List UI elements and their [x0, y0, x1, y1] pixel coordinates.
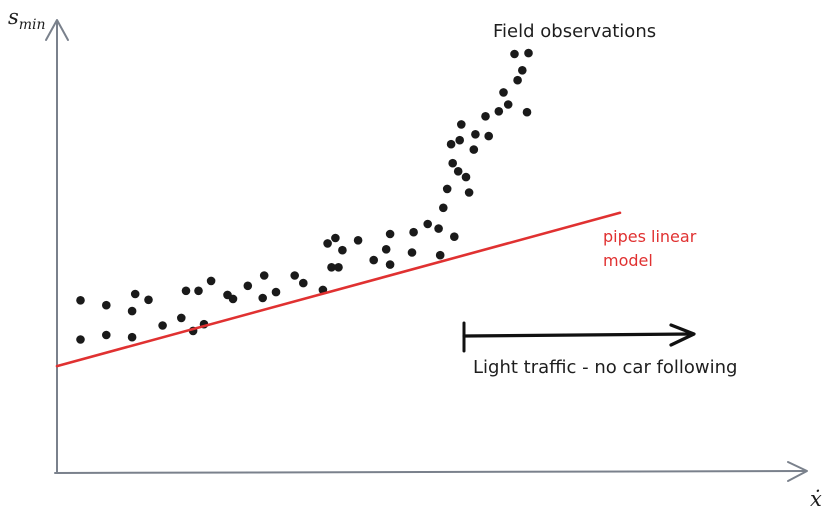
- observation-point: [469, 145, 479, 154]
- observation-point: [334, 263, 343, 272]
- observation-point: [271, 287, 281, 297]
- x-axis-label: ẋ: [810, 487, 822, 511]
- observation-point: [481, 112, 490, 121]
- observation-point: [258, 293, 268, 303]
- observation-point: [423, 219, 433, 229]
- observation-point: [448, 158, 458, 168]
- y-axis-arrowhead: [45, 19, 69, 41]
- observation-point: [102, 330, 111, 340]
- observation-point: [181, 286, 191, 296]
- light-traffic-label: Light traffic - no car following: [473, 357, 737, 378]
- observation-point: [206, 276, 216, 286]
- observation-point: [442, 184, 452, 194]
- observation-point: [510, 49, 519, 59]
- arrow-shaft: [462, 332, 694, 338]
- observation-point: [464, 188, 474, 197]
- observation-point: [76, 296, 85, 305]
- observation-point: [524, 48, 533, 58]
- observation-point: [228, 294, 238, 304]
- observation-point: [127, 332, 137, 342]
- y-axis: [45, 19, 69, 474]
- observation-point: [385, 260, 395, 269]
- observation-point: [446, 139, 456, 149]
- observation-point: [323, 239, 332, 248]
- light-traffic-arrow: [462, 321, 696, 353]
- observation-point: [503, 100, 513, 109]
- observation-point: [338, 245, 347, 255]
- x-axis-arrowhead: [787, 461, 808, 482]
- observation-point: [461, 172, 471, 182]
- observation-point: [381, 245, 391, 254]
- observation-point: [518, 66, 527, 75]
- y-axis-label: smin: [8, 5, 46, 33]
- observation-point: [177, 313, 186, 323]
- observation-point: [194, 286, 203, 296]
- field-observations-label: Field observations: [493, 21, 656, 42]
- observation-point: [76, 335, 85, 344]
- field-observations-points: [76, 48, 533, 344]
- observation-point: [453, 167, 463, 176]
- observation-point: [331, 233, 340, 243]
- model-label-line1: pipes linear: [603, 227, 697, 246]
- observation-point: [385, 229, 395, 239]
- observation-point: [102, 300, 111, 310]
- observation-point: [144, 295, 153, 305]
- observation-point: [259, 271, 269, 280]
- observation-point: [290, 271, 300, 280]
- observation-point: [484, 131, 494, 141]
- observation-point: [450, 232, 459, 241]
- model-label-line2: model: [603, 251, 653, 270]
- observation-point: [435, 250, 445, 260]
- observation-point: [409, 227, 418, 237]
- observation-point: [434, 224, 443, 233]
- observation-point: [127, 306, 137, 316]
- observation-point: [158, 321, 167, 330]
- observation-point: [455, 135, 465, 145]
- pipes-linear-model-line: [55, 211, 622, 368]
- arrowhead-icon: [669, 323, 696, 347]
- observation-point: [369, 255, 379, 265]
- observation-point: [130, 289, 140, 299]
- observation-point: [439, 203, 448, 213]
- observation-point: [499, 88, 508, 97]
- observation-point: [353, 236, 363, 245]
- observation-point: [407, 248, 417, 257]
- observation-point: [243, 281, 253, 291]
- observation-point: [327, 263, 336, 272]
- observation-point: [494, 107, 504, 116]
- observation-point: [299, 278, 308, 288]
- observation-point: [522, 107, 532, 117]
- observation-point: [471, 130, 480, 139]
- observation-point: [513, 75, 522, 85]
- x-axis: [54, 461, 808, 482]
- observation-point: [457, 120, 466, 129]
